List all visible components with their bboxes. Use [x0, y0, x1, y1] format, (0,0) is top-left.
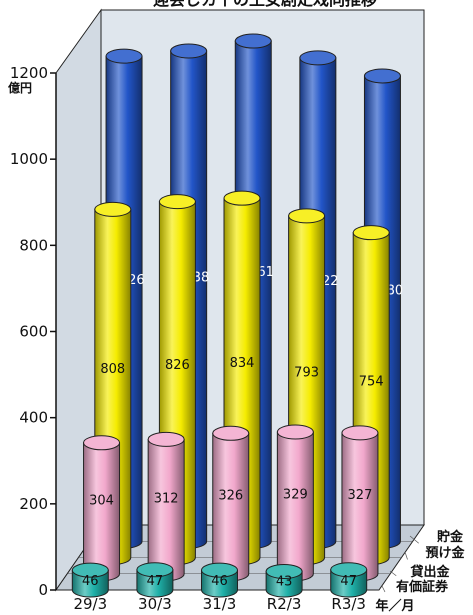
x-tick-label: R3/3 [331, 595, 366, 613]
data-label: 793 [294, 365, 319, 380]
cylinder-top [158, 194, 196, 210]
y-tick-label: 600 [19, 323, 48, 341]
cylinder-top [276, 424, 314, 440]
data-label: 326 [218, 488, 243, 503]
chart-title: 迎会じカ个の王女剧疋戏同推移 [153, 0, 377, 9]
data-label: 327 [348, 488, 373, 503]
cylinder-bar [212, 432, 250, 582]
cylinder-top [170, 43, 208, 59]
legend-leader [404, 551, 408, 560]
data-label: 47 [340, 574, 357, 589]
cylinder-top [341, 425, 379, 441]
cylinder-top [147, 431, 185, 447]
x-tick-label: R2/3 [267, 595, 302, 613]
y-tick-label: 800 [19, 236, 48, 254]
cylinder-bar [83, 442, 121, 582]
cylinder-top [94, 201, 132, 217]
data-label: 754 [359, 374, 384, 389]
cylinder-top [136, 562, 174, 578]
data-label: 47 [147, 574, 164, 589]
cylinder-bar [276, 431, 314, 582]
legend-leader [381, 585, 386, 593]
cylinder-top [265, 563, 303, 579]
cylinder-top [223, 190, 261, 206]
y-axis-unit: 億円 [8, 80, 32, 95]
cylinder-bar [71, 569, 109, 598]
legend-entry: 貯金 [437, 529, 464, 545]
cylinder-top [234, 33, 272, 49]
cylinder-top [105, 48, 143, 64]
cylinder-top [330, 562, 368, 578]
legend-leader [389, 570, 397, 577]
cylinder-bar [147, 438, 185, 582]
cylinder-top [288, 208, 326, 224]
cylinder-bar [136, 569, 174, 598]
data-label: 329 [283, 488, 308, 503]
data-label: 46 [82, 574, 99, 589]
data-label: 808 [100, 362, 125, 377]
cylinder-top [299, 50, 337, 66]
cylinder-top [71, 562, 109, 578]
data-label: 834 [230, 356, 255, 371]
legend-entry: 貸出金 [410, 564, 450, 580]
cylinder-top [212, 425, 250, 441]
cylinder-top [83, 435, 121, 451]
y-tick-label: 0 [38, 581, 48, 599]
cylinder-bar [341, 432, 379, 582]
y-tick-label: 400 [19, 409, 48, 427]
x-tick-label: 31/3 [203, 595, 237, 613]
data-label: 43 [276, 575, 293, 590]
legend-entry: 有価証券 [396, 579, 449, 595]
data-label: 304 [89, 493, 114, 508]
x-tick-label: 30/3 [138, 595, 172, 613]
y-tick-label: 1000 [10, 150, 48, 168]
legend-entry: 預け金 [425, 545, 465, 561]
y-tick-label: 1200 [10, 64, 48, 82]
cylinder-top [363, 68, 401, 84]
cylinder-bar [330, 569, 368, 598]
data-label: 312 [154, 492, 179, 507]
cylinder-bar [201, 569, 238, 598]
cylinder-top [201, 562, 238, 578]
y-tick-label: 200 [19, 495, 48, 513]
data-label: 46 [211, 574, 228, 589]
x-tick-label: 29/3 [73, 595, 107, 613]
legend-leader [409, 535, 419, 544]
data-label: 826 [165, 358, 190, 373]
x-axis-label: 年／月 [375, 598, 414, 614]
cylinder-top [352, 225, 390, 241]
